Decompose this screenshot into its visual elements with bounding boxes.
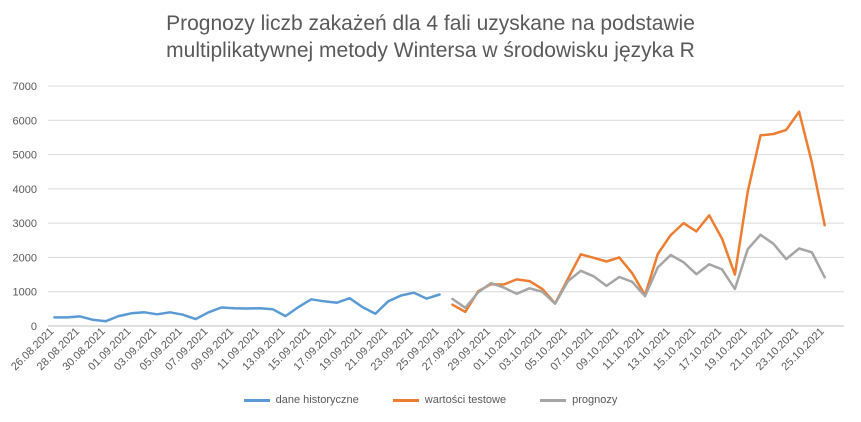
- chart-title-line-2: multiplikatywnej metody Wintersa w środo…: [166, 39, 695, 62]
- legend-item-forecast: prognozy: [540, 394, 617, 406]
- y-tick-label: 0: [31, 321, 37, 333]
- legend-swatch-test: [392, 398, 419, 402]
- y-tick-label: 3000: [13, 218, 37, 230]
- y-tick-label: 7000: [13, 81, 37, 93]
- series-line-0: [53, 291, 441, 323]
- y-tick-label: 2000: [13, 252, 37, 264]
- y-tick-label: 1000: [13, 287, 37, 299]
- y-tick-label: 5000: [13, 150, 37, 162]
- y-tick-label: 4000: [13, 184, 37, 196]
- legend-item-historical: dane historyczne: [243, 394, 359, 406]
- legend-swatch-forecast: [540, 398, 567, 402]
- legend: dane historyczne wartości testowe progno…: [0, 394, 861, 406]
- y-tick-label: 6000: [13, 115, 37, 127]
- chart-title-line-1: Prognozy liczb zakażeń dla 4 fali uzyska…: [166, 12, 695, 35]
- legend-label-historical: dane historyczne: [275, 394, 359, 406]
- chart-title: Prognozy liczb zakażeń dla 4 fali uzyska…: [0, 10, 861, 64]
- legend-label-forecast: prognozy: [572, 394, 618, 406]
- series-line-2: [451, 233, 826, 310]
- series-line-1: [451, 110, 826, 314]
- legend-swatch-historical: [243, 398, 270, 402]
- legend-label-test: wartości testowe: [424, 394, 507, 406]
- legend-item-test: wartości testowe: [392, 394, 507, 406]
